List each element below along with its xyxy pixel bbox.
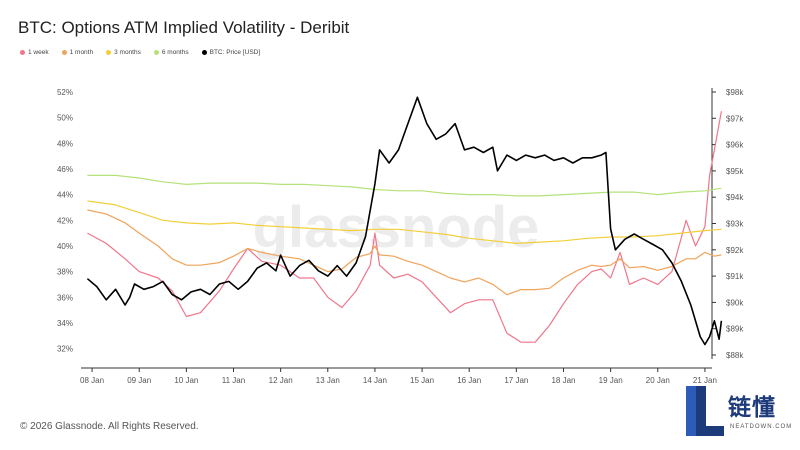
y-left-tick-label: 46% xyxy=(57,165,73,174)
series-line-w1 xyxy=(87,111,722,343)
legend-label: 1 week xyxy=(28,49,49,56)
y-right-tick-label: $95k xyxy=(726,167,744,176)
legend-swatch xyxy=(106,50,112,55)
y-left-tick-label: 34% xyxy=(57,319,73,328)
series-line-m1 xyxy=(87,209,722,296)
x-tick-label: 18 Jan xyxy=(551,376,575,385)
y-left-tick-label: 42% xyxy=(57,216,73,225)
y-left-tick-label: 32% xyxy=(57,345,73,354)
series-line-m3 xyxy=(87,200,722,244)
y-left-tick-label: 50% xyxy=(57,114,73,123)
x-tick-label: 17 Jan xyxy=(504,376,528,385)
legend-swatch xyxy=(61,50,67,55)
x-tick-label: 19 Jan xyxy=(599,376,623,385)
legend-label: 3 months xyxy=(114,49,141,56)
legend-swatch xyxy=(20,50,25,55)
series-line-m6 xyxy=(87,174,722,197)
y-left-tick-label: 38% xyxy=(57,268,73,277)
x-tick-label: 12 Jan xyxy=(269,376,293,385)
legend-item-m1[interactable]: 1 month xyxy=(61,49,94,56)
legend-swatch xyxy=(201,50,207,55)
x-tick-label: 13 Jan xyxy=(316,376,340,385)
y-right-tick-label: $97k xyxy=(726,114,744,123)
x-tick-label: 15 Jan xyxy=(410,376,434,385)
y-left-tick-label: 52% xyxy=(57,88,73,97)
y-right-tick-label: $91k xyxy=(726,272,744,281)
x-tick-label: 20 Jan xyxy=(646,376,670,385)
y-right-tick-label: $90k xyxy=(726,298,744,307)
y-left-tick-label: 48% xyxy=(57,139,73,148)
logo-mark-accent xyxy=(686,386,696,436)
x-tick-label: 08 Jan xyxy=(80,376,104,385)
y-right-tick-label: $89k xyxy=(726,325,744,334)
legend-item-price[interactable]: BTC: Price [USD] xyxy=(201,49,261,56)
legend-label: BTC: Price [USD] xyxy=(209,49,261,56)
legend-swatch xyxy=(153,50,159,55)
neatdown-logo xyxy=(686,386,724,436)
x-tick-label: 09 Jan xyxy=(127,376,151,385)
x-tick-label: 16 Jan xyxy=(457,376,481,385)
logo-text: 链懂 xyxy=(728,394,776,420)
logo-subtext: NEATDOWN.COM xyxy=(730,424,793,430)
x-tick-label: 14 Jan xyxy=(363,376,387,385)
chart-title: BTC: Options ATM Implied Volatility - De… xyxy=(18,18,350,37)
x-tick-label: 11 Jan xyxy=(222,376,245,385)
y-right-tick-label: $98k xyxy=(726,88,744,97)
y-right-tick-label: $93k xyxy=(726,220,744,229)
right-axis: $98k $97k $96k $95k $94k $93k $92k $91k $90k $89k… xyxy=(711,88,744,360)
legend-label: 6 months xyxy=(161,49,189,56)
legend-item-w1[interactable]: 1 week xyxy=(20,49,49,56)
legend-label: 1 month xyxy=(69,49,94,56)
y-right-tick-label: $88k xyxy=(726,351,744,360)
series-layer xyxy=(86,96,723,346)
legend-item-m6[interactable]: 6 months xyxy=(153,49,189,56)
y-right-tick-label: $92k xyxy=(726,246,744,255)
y-right-tick-label: $94k xyxy=(726,193,744,202)
left-axis: 52% 50% 48% 46% 44% 42% 40% 38% 36% 34% 32% xyxy=(57,88,73,354)
legend-item-m3[interactable]: 3 months xyxy=(106,49,141,56)
x-axis: 08 Jan 09 Jan 10 Jan 11 Jan 12 Jan 13 Jan 14 J… xyxy=(80,367,717,385)
copyright-footer: © 2026 Glassnode. All Rights Reserved. xyxy=(20,421,199,432)
x-tick-label: 21 Jan xyxy=(693,376,717,385)
y-left-tick-label: 40% xyxy=(57,242,73,251)
y-left-tick-label: 44% xyxy=(57,191,73,200)
y-right-tick-label: $96k xyxy=(726,141,744,150)
x-tick-label: 10 Jan xyxy=(174,376,198,385)
series-line-price xyxy=(86,96,723,346)
y-left-tick-label: 36% xyxy=(57,293,73,302)
legend: 1 week 1 month 3 months 6 months BTC: Price … xyxy=(20,49,260,56)
